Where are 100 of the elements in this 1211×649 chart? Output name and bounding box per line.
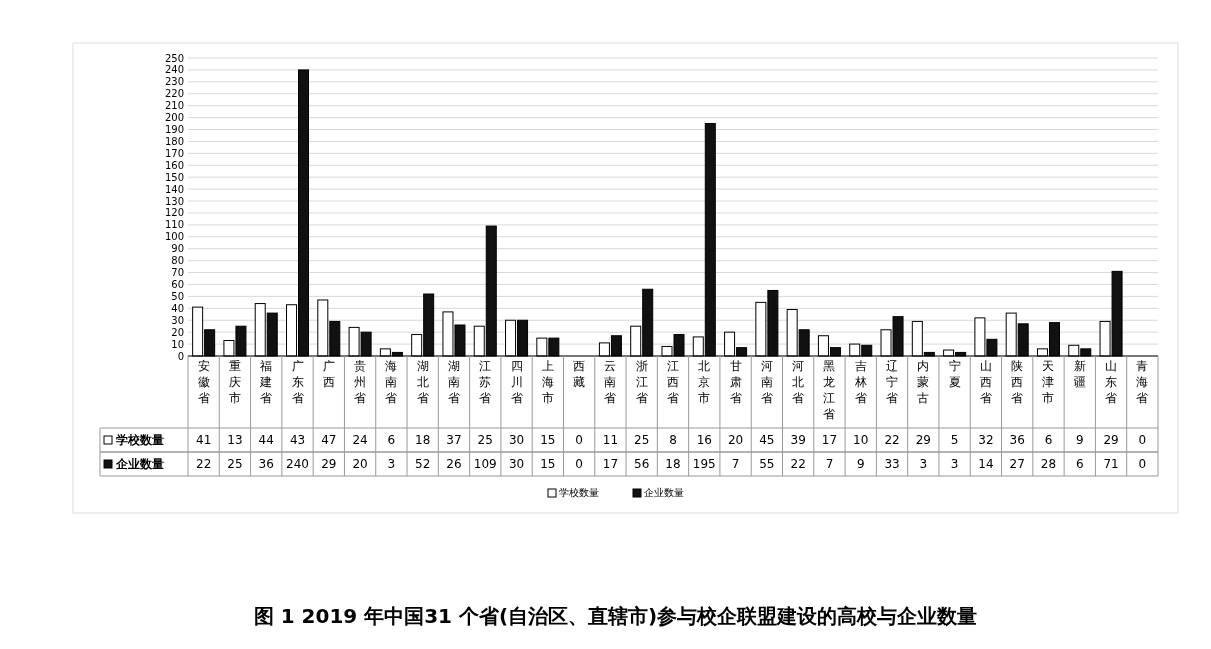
x-tick-label: 四川省 bbox=[510, 359, 523, 405]
y-tick-label: 250 bbox=[164, 52, 184, 64]
x-tick-label: 海南省 bbox=[385, 359, 398, 405]
text: 图 1 2019 年中国31 个省(自治区、直辖市)参与校企联盟建设的高校与企业数量 bbox=[253, 604, 978, 628]
data-label: 20 bbox=[352, 457, 368, 471]
data-label: 11 bbox=[602, 433, 619, 447]
data-label: 240 bbox=[286, 457, 309, 471]
x-tick-label: 河南省 bbox=[760, 359, 773, 405]
data-label: 33 bbox=[884, 457, 900, 471]
data-label: 18 bbox=[665, 457, 681, 471]
text: 学校数量 bbox=[559, 487, 599, 498]
y-tick-label: 160 bbox=[164, 159, 184, 171]
y-tick-label: 20 bbox=[171, 326, 184, 338]
data-label: 41 bbox=[196, 433, 212, 447]
x-tick-label: 湖南省 bbox=[447, 359, 460, 405]
x-tick-label: 吉林省 bbox=[853, 359, 867, 405]
data-label: 8 bbox=[669, 433, 677, 447]
x-tick-label: 上海市 bbox=[541, 359, 554, 405]
y-tick-label: 110 bbox=[164, 219, 184, 231]
x-tick-label: 广西 bbox=[322, 359, 335, 389]
x-tick-label: 新疆 bbox=[1073, 359, 1086, 389]
y-tick-label: 240 bbox=[164, 64, 184, 76]
data-label: 3 bbox=[387, 457, 396, 471]
x-tick-label: 山西省 bbox=[979, 359, 992, 405]
x-tick-label: 山东省 bbox=[1105, 359, 1118, 405]
y-tick-label: 140 bbox=[164, 183, 184, 195]
data-label: 36 bbox=[258, 457, 274, 471]
y-tick-label: 190 bbox=[164, 124, 184, 136]
data-label: 39 bbox=[790, 433, 806, 447]
x-tick-label: 黑龙江省 bbox=[823, 359, 836, 421]
data-label: 0 bbox=[1138, 457, 1147, 471]
y-tick-label: 10 bbox=[171, 338, 184, 350]
y-tick-label: 70 bbox=[171, 267, 184, 279]
data-label: 16 bbox=[696, 433, 712, 447]
x-tick-label: 西藏 bbox=[573, 359, 586, 389]
x-tick-label: 福建省 bbox=[259, 359, 273, 405]
data-label: 47 bbox=[321, 433, 337, 447]
data-label: 25 bbox=[227, 457, 243, 471]
y-tick-label: 0 bbox=[177, 350, 184, 362]
data-label: 0 bbox=[575, 457, 583, 471]
y-tick-label: 210 bbox=[164, 100, 184, 112]
data-label: 52 bbox=[415, 457, 431, 471]
data-label: 30 bbox=[508, 457, 525, 471]
data-label: 22 bbox=[884, 433, 900, 447]
data-label: 3 bbox=[919, 457, 928, 471]
data-label: 6 bbox=[1044, 433, 1053, 447]
data-label: 28 bbox=[1040, 457, 1057, 471]
data-label: 9 bbox=[1075, 433, 1084, 447]
data-label: 7 bbox=[825, 457, 834, 471]
y-tick-label: 130 bbox=[164, 195, 184, 207]
data-label: 56 bbox=[634, 457, 650, 471]
data-label: 17 bbox=[602, 457, 619, 471]
y-tick-label: 220 bbox=[164, 88, 184, 100]
y-tick-label: 30 bbox=[171, 314, 184, 326]
x-tick-label: 天津市 bbox=[1042, 359, 1055, 405]
data-label: 36 bbox=[1009, 433, 1025, 447]
data-label: 0 bbox=[575, 433, 583, 447]
data-label: 37 bbox=[446, 433, 462, 447]
data-label: 5 bbox=[950, 433, 959, 447]
data-label: 55 bbox=[759, 457, 775, 471]
y-tick-label: 150 bbox=[164, 171, 184, 183]
data-label: 22 bbox=[790, 457, 806, 471]
data-label: 10 bbox=[853, 433, 869, 447]
data-label: 29 bbox=[915, 433, 931, 447]
x-tick-label: 安徽省 bbox=[197, 359, 210, 405]
legend-label: 企业数量 bbox=[115, 457, 164, 471]
data-label: 25 bbox=[477, 433, 493, 447]
x-tick-label: 广东省 bbox=[291, 359, 304, 405]
x-tick-label: 甘肃省 bbox=[729, 359, 742, 405]
data-label: 22 bbox=[196, 457, 212, 471]
data-label: 13 bbox=[227, 433, 243, 447]
x-tick-label: 内蒙古 bbox=[917, 359, 930, 405]
text: 企业数量 bbox=[644, 487, 684, 498]
data-label: 18 bbox=[415, 433, 431, 447]
x-tick-label: 浙江省 bbox=[635, 359, 648, 405]
data-label: 6 bbox=[387, 433, 396, 447]
data-label: 7 bbox=[731, 457, 740, 471]
x-tick-label: 陕西省 bbox=[1011, 359, 1024, 405]
x-tick-label: 北京市 bbox=[698, 359, 711, 405]
legend-label: 学校数量 bbox=[116, 433, 164, 447]
x-tick-label: 江西省 bbox=[667, 359, 679, 405]
data-label: 43 bbox=[289, 433, 306, 447]
y-tick-label: 60 bbox=[171, 278, 184, 290]
data-label: 20 bbox=[727, 433, 744, 447]
data-label: 0 bbox=[1138, 433, 1147, 447]
data-label: 27 bbox=[1009, 457, 1025, 471]
data-label: 45 bbox=[759, 433, 775, 447]
data-label: 44 bbox=[258, 433, 274, 447]
y-tick-label: 40 bbox=[171, 302, 184, 314]
x-tick-label: 宁夏 bbox=[948, 359, 961, 389]
y-tick-label: 80 bbox=[171, 255, 184, 267]
data-label: 30 bbox=[508, 433, 525, 447]
y-tick-label: 230 bbox=[164, 76, 184, 88]
x-tick-label: 青海省 bbox=[1136, 359, 1149, 405]
x-tick-label: 辽宁省 bbox=[886, 359, 899, 405]
data-label: 15 bbox=[540, 457, 556, 471]
y-tick-label: 120 bbox=[164, 207, 184, 219]
y-tick-label: 180 bbox=[164, 135, 184, 147]
data-label: 71 bbox=[1103, 457, 1119, 471]
x-tick-label: 河北省 bbox=[792, 359, 805, 405]
